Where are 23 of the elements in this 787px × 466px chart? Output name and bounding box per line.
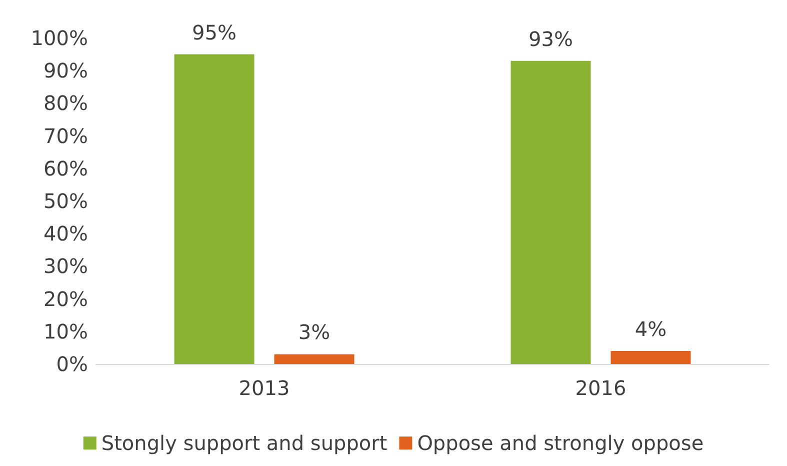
y-tick-label: 60%: [44, 156, 88, 180]
x-tick-label: 2013: [238, 376, 290, 400]
data-label: 93%: [528, 26, 573, 51]
legend-label: Oppose and strongly oppose: [417, 431, 704, 455]
data-label: 4%: [634, 316, 667, 341]
bar: [510, 60, 591, 364]
data-label: 3%: [298, 320, 330, 344]
y-tick-label: 100%: [30, 26, 88, 50]
x-tick-label: 2016: [575, 376, 626, 400]
bar: [610, 350, 691, 364]
data-label: 95%: [192, 20, 236, 44]
y-tick-label: 80%: [44, 91, 88, 116]
bar: [274, 354, 354, 364]
y-tick-label: 30%: [44, 254, 88, 278]
legend-label: Stongly support and support: [101, 431, 388, 455]
bar: [174, 54, 254, 364]
y-tick-label: 20%: [44, 286, 88, 311]
y-tick-label: 70%: [44, 124, 88, 148]
y-tick-label: 40%: [44, 222, 88, 246]
y-tick-label: 10%: [44, 319, 88, 344]
y-tick-label: 90%: [44, 58, 88, 83]
y-tick-label: 50%: [44, 189, 88, 213]
y-tick-label: 0%: [56, 352, 88, 376]
